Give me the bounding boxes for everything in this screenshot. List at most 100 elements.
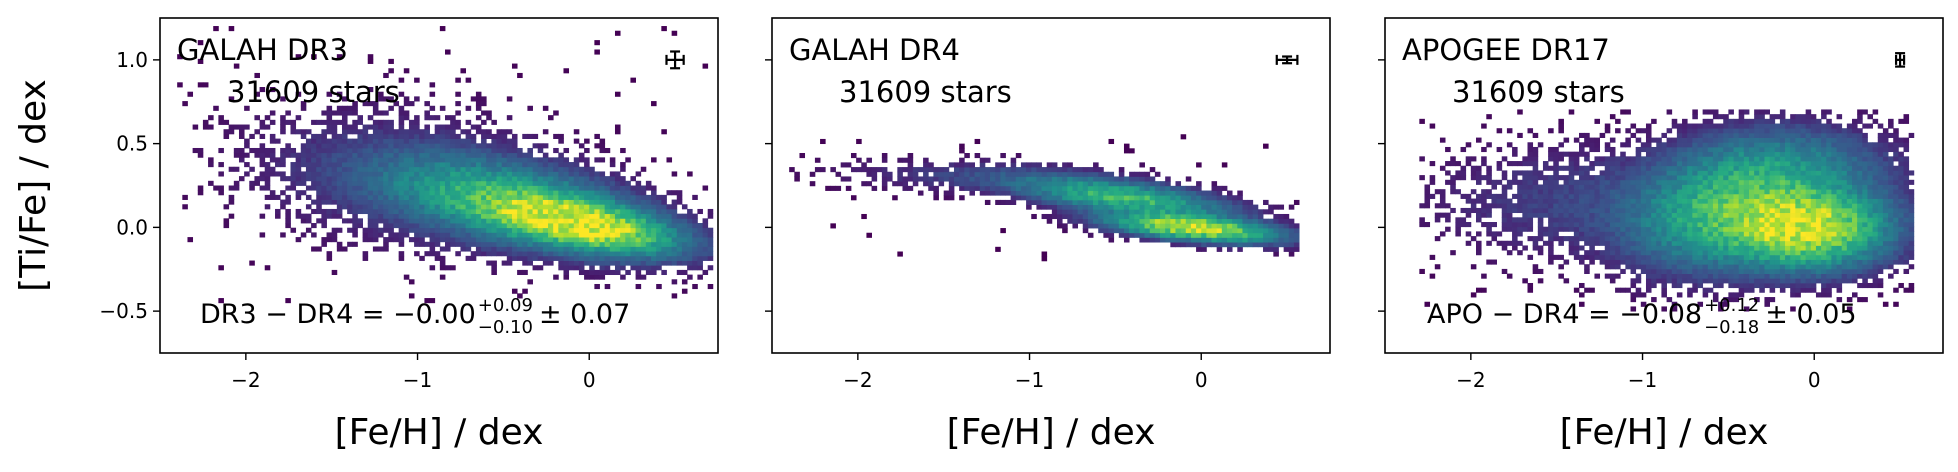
heatmap-cell bbox=[372, 232, 379, 238]
heatmap-cell bbox=[1288, 228, 1295, 234]
heatmap-cell bbox=[408, 101, 415, 107]
heatmap-cell bbox=[445, 246, 451, 252]
heatmap-cell bbox=[357, 143, 363, 149]
heatmap-cell bbox=[522, 194, 528, 200]
heatmap-cell bbox=[367, 58, 374, 64]
heatmap-cell bbox=[1532, 146, 1539, 153]
heatmap-cell bbox=[840, 176, 847, 182]
heatmap-cell bbox=[1795, 250, 1801, 256]
star-count: 31609 stars bbox=[839, 75, 1012, 109]
heatmap-cell bbox=[1692, 161, 1698, 167]
heatmap-cell bbox=[1247, 218, 1254, 224]
heatmap-cell bbox=[1625, 212, 1631, 218]
heatmap-cell bbox=[352, 166, 358, 172]
heatmap-cell bbox=[845, 162, 852, 168]
heatmap-cell bbox=[1748, 161, 1755, 167]
heatmap-cell bbox=[347, 227, 353, 233]
heatmap-cell bbox=[506, 129, 513, 135]
heatmap-cell bbox=[1604, 250, 1611, 256]
heatmap-cell bbox=[1237, 228, 1243, 234]
heatmap-cell bbox=[1779, 226, 1786, 232]
heatmap-cell bbox=[599, 208, 606, 215]
heatmap-cell bbox=[450, 176, 456, 182]
heatmap-cell bbox=[532, 190, 539, 196]
heatmap-cell bbox=[820, 167, 826, 173]
heatmap-cell bbox=[568, 190, 575, 196]
heatmap-cell bbox=[1645, 146, 1652, 153]
heatmap-cell bbox=[280, 124, 286, 130]
heatmap-cell bbox=[1702, 207, 1709, 214]
heatmap-cell bbox=[1676, 245, 1683, 251]
heatmap-cell bbox=[558, 255, 564, 261]
heatmap-cell bbox=[341, 119, 348, 125]
heatmap-cell bbox=[486, 171, 492, 177]
heatmap-cell bbox=[1697, 207, 1704, 214]
heatmap-cell bbox=[578, 204, 585, 210]
heatmap-cell bbox=[1609, 175, 1616, 181]
heatmap-cell bbox=[1682, 193, 1688, 199]
heatmap-cell bbox=[378, 124, 384, 130]
heatmap-cell bbox=[1553, 231, 1559, 237]
heatmap-cell bbox=[928, 185, 934, 191]
heatmap-cell bbox=[244, 171, 250, 177]
heatmap-cell bbox=[1687, 240, 1693, 246]
heatmap-cell bbox=[1113, 204, 1120, 210]
heatmap-cell bbox=[331, 166, 338, 172]
heatmap-cell bbox=[1666, 170, 1673, 176]
heatmap-cell bbox=[584, 251, 590, 257]
heatmap-cell bbox=[1682, 165, 1688, 171]
heatmap-cell bbox=[1707, 161, 1714, 167]
heatmap-cell bbox=[455, 166, 461, 172]
heatmap-cell bbox=[1615, 165, 1621, 171]
heatmap-cell bbox=[912, 171, 919, 177]
heatmap-cell bbox=[336, 213, 343, 219]
heatmap-cell bbox=[1774, 170, 1781, 176]
heatmap-cell bbox=[1486, 165, 1492, 171]
heatmap-cell bbox=[923, 162, 929, 168]
heatmap-cell bbox=[1604, 128, 1611, 134]
heatmap-cell bbox=[393, 166, 400, 172]
heatmap-cell bbox=[578, 269, 585, 276]
heatmap-cell bbox=[1512, 175, 1518, 181]
heatmap-cell bbox=[1558, 165, 1564, 171]
heatmap-cell bbox=[1201, 232, 1207, 238]
heatmap-cell bbox=[1625, 207, 1631, 214]
heatmap-cell bbox=[465, 185, 472, 191]
heatmap-cell bbox=[1594, 193, 1601, 199]
heatmap-cell bbox=[398, 119, 405, 125]
heatmap-cell bbox=[1501, 207, 1508, 214]
heatmap-cell bbox=[517, 152, 523, 158]
heatmap-cell bbox=[1754, 128, 1760, 134]
heatmap-cell bbox=[1216, 185, 1223, 191]
heatmap-cell bbox=[470, 171, 477, 177]
heatmap-cell bbox=[517, 293, 523, 299]
heatmap-cell bbox=[1501, 189, 1508, 195]
heatmap-cell bbox=[300, 213, 307, 219]
heatmap-cell bbox=[1733, 236, 1740, 242]
heatmap-cell bbox=[1196, 190, 1202, 196]
heatmap-cell bbox=[383, 180, 389, 186]
heatmap-cell bbox=[1604, 198, 1611, 204]
heatmap-cell bbox=[1754, 259, 1760, 265]
heatmap-cell bbox=[651, 237, 657, 243]
heatmap-cell bbox=[635, 208, 642, 215]
heatmap-cell bbox=[589, 232, 595, 238]
heatmap-cell bbox=[1671, 226, 1678, 232]
heatmap-cell bbox=[1273, 232, 1279, 238]
heatmap-cell bbox=[1589, 217, 1595, 223]
heatmap-cell bbox=[1790, 146, 1796, 153]
heatmap-cell bbox=[1216, 209, 1223, 215]
heatmap-cell bbox=[1743, 287, 1750, 293]
heatmap-cell bbox=[1149, 190, 1156, 196]
heatmap-cell bbox=[439, 194, 446, 200]
heatmap-cell bbox=[1512, 217, 1518, 223]
heatmap-cell bbox=[1795, 282, 1801, 289]
heatmap-cell bbox=[475, 101, 482, 107]
heatmap-cell bbox=[506, 260, 513, 266]
heatmap-cell bbox=[995, 162, 1001, 168]
heatmap-cell bbox=[1759, 287, 1765, 293]
heatmap-cell bbox=[671, 293, 678, 299]
heatmap-cell bbox=[1666, 240, 1673, 246]
heatmap-cell bbox=[568, 251, 575, 257]
heatmap-cell bbox=[697, 265, 703, 271]
